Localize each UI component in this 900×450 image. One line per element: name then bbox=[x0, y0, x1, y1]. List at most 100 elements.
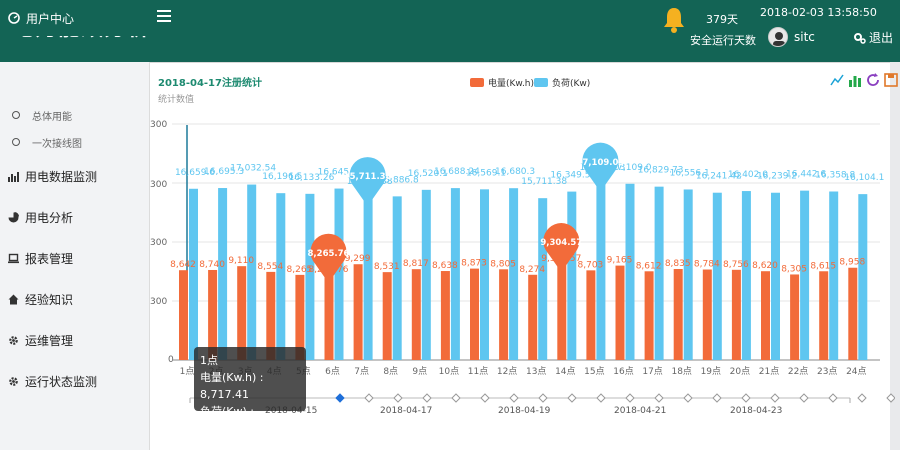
x-tick-label: 1点 bbox=[180, 366, 195, 377]
y-tick-label: 300 bbox=[150, 297, 168, 307]
legend-swatch bbox=[534, 78, 548, 87]
circle-icon bbox=[12, 111, 20, 119]
timeline-point[interactable] bbox=[886, 393, 895, 403]
bar-load bbox=[480, 189, 489, 360]
bar-power bbox=[382, 272, 392, 360]
x-tick-label: 15点 bbox=[584, 366, 604, 377]
bar-chart-icon[interactable] bbox=[848, 73, 862, 87]
timeline-point[interactable] bbox=[654, 393, 664, 403]
x-tick-label: 13点 bbox=[526, 366, 546, 377]
data-label-power: 8,265 bbox=[287, 265, 313, 275]
timeline-point[interactable] bbox=[567, 393, 577, 403]
menu-toggle-icon[interactable] bbox=[157, 10, 171, 24]
data-label-load: 16,402.0 bbox=[728, 170, 768, 180]
bell-icon[interactable] bbox=[662, 6, 686, 34]
sidebar-subitem-wiring[interactable]: 一次接线图 bbox=[0, 132, 150, 152]
x-tick-label: 12点 bbox=[497, 366, 517, 377]
data-label-power: 8,531 bbox=[374, 262, 400, 272]
timeline-point[interactable] bbox=[422, 393, 432, 403]
tooltip-line-power: 电量(Kw.h) : 8,717.41 bbox=[200, 371, 264, 401]
bar-power bbox=[731, 269, 741, 360]
legend-swatch bbox=[470, 78, 484, 87]
tooltip-title: 1点 bbox=[200, 354, 218, 367]
data-label-power: 9,299 bbox=[345, 254, 371, 264]
bar-power bbox=[761, 271, 770, 360]
bar-power bbox=[615, 265, 625, 360]
timeline-point[interactable] bbox=[857, 393, 867, 403]
x-tick-label: 19点 bbox=[701, 366, 721, 377]
data-label-power: 9,110 bbox=[228, 256, 254, 266]
marker-pin bbox=[310, 233, 347, 283]
bar-power bbox=[819, 271, 829, 360]
legend-item-power[interactable]: 电量(Kw.h) bbox=[470, 76, 534, 89]
bar-load bbox=[712, 192, 722, 360]
sidebar-item-monitoring[interactable]: 用电数据监测 bbox=[0, 164, 150, 188]
timeline-point[interactable] bbox=[538, 393, 548, 403]
logout-button[interactable]: 退出 bbox=[854, 29, 893, 46]
username[interactable]: sitc bbox=[794, 30, 815, 44]
sidebar-item-analysis[interactable]: 用电分析 bbox=[0, 205, 150, 229]
timeline-point[interactable] bbox=[596, 393, 606, 403]
legend-item-load[interactable]: 负荷(Kw) bbox=[534, 76, 590, 89]
bar-load bbox=[567, 191, 577, 360]
bar-power bbox=[266, 271, 276, 360]
timeline-point[interactable] bbox=[364, 393, 374, 403]
timeline-point[interactable] bbox=[335, 393, 345, 403]
sidebar-item-label: 用电分析 bbox=[25, 210, 74, 225]
avatar[interactable] bbox=[768, 27, 788, 47]
bar-power bbox=[470, 268, 479, 360]
x-tick-label: 7点 bbox=[354, 366, 369, 377]
x-tick-label: 8点 bbox=[383, 366, 398, 377]
sidebar-item-label: 运行状态监测 bbox=[25, 374, 98, 389]
timeline-point[interactable] bbox=[741, 393, 751, 403]
data-label-load: 16,196.5 bbox=[262, 172, 302, 182]
timeline-point[interactable] bbox=[799, 393, 809, 403]
data-label-load: 16,520.1 bbox=[408, 169, 448, 179]
x-tick-label: 24点 bbox=[846, 366, 866, 377]
bar-load bbox=[363, 198, 373, 360]
data-label-power: 8,305 bbox=[781, 264, 807, 274]
timeline-point[interactable] bbox=[625, 393, 635, 403]
timeline-point[interactable] bbox=[393, 393, 403, 403]
bar-load bbox=[800, 190, 810, 360]
data-label-power: 8,784 bbox=[694, 260, 720, 270]
timeline-point[interactable] bbox=[770, 393, 780, 403]
data-label-power: 8,642 bbox=[170, 260, 196, 270]
bar-load bbox=[858, 194, 868, 360]
bar-power bbox=[353, 264, 363, 360]
sidebar-item-maintenance[interactable]: 运维管理 bbox=[0, 328, 150, 352]
bar-load bbox=[218, 188, 228, 360]
timeline-point[interactable] bbox=[480, 393, 490, 403]
sidebar-subitem-overall[interactable]: 总体用能 bbox=[0, 105, 150, 125]
save-image-icon[interactable] bbox=[884, 73, 898, 87]
sidebar-item-reports[interactable]: 报表管理 bbox=[0, 246, 150, 270]
timeline-point[interactable] bbox=[509, 393, 519, 403]
timeline-point[interactable] bbox=[828, 393, 838, 403]
bar-power bbox=[644, 271, 654, 360]
sidebar-item-status[interactable]: 运行状态监测 bbox=[0, 369, 150, 393]
y-tick-label: 300 bbox=[150, 120, 168, 130]
refresh-icon[interactable] bbox=[866, 73, 880, 87]
data-label-power: 9,165 bbox=[607, 256, 633, 266]
timeline-point[interactable] bbox=[712, 393, 722, 403]
data-label-load: 16,695.3 bbox=[204, 167, 244, 177]
bar-load bbox=[421, 189, 431, 360]
timeline-point[interactable] bbox=[451, 393, 461, 403]
data-label-power: 8,620 bbox=[752, 261, 778, 271]
timeline-point[interactable] bbox=[683, 393, 693, 403]
chart-toolbox bbox=[830, 73, 898, 87]
line-chart-icon[interactable] bbox=[830, 73, 844, 87]
data-label-power: 8,615 bbox=[810, 261, 836, 271]
x-tick-label: 14点 bbox=[555, 366, 575, 377]
y-tick-label: 300 bbox=[150, 180, 168, 190]
current-datetime: 2018-02-03 13:58:50 bbox=[760, 6, 877, 19]
circle-icon bbox=[12, 138, 20, 146]
data-label-power: 8,554 bbox=[257, 262, 283, 272]
sidebar-item-knowledge[interactable]: 经验知识 bbox=[0, 287, 150, 311]
bar-load bbox=[829, 191, 839, 360]
pie-chart-icon bbox=[8, 211, 19, 222]
bar-load bbox=[392, 196, 402, 360]
sidebar-item-label: 经验知识 bbox=[25, 292, 74, 307]
sidebar-item-user-center[interactable]: 用户中心 bbox=[0, 0, 150, 36]
timeline-date: 2018-04-19 bbox=[498, 406, 551, 416]
